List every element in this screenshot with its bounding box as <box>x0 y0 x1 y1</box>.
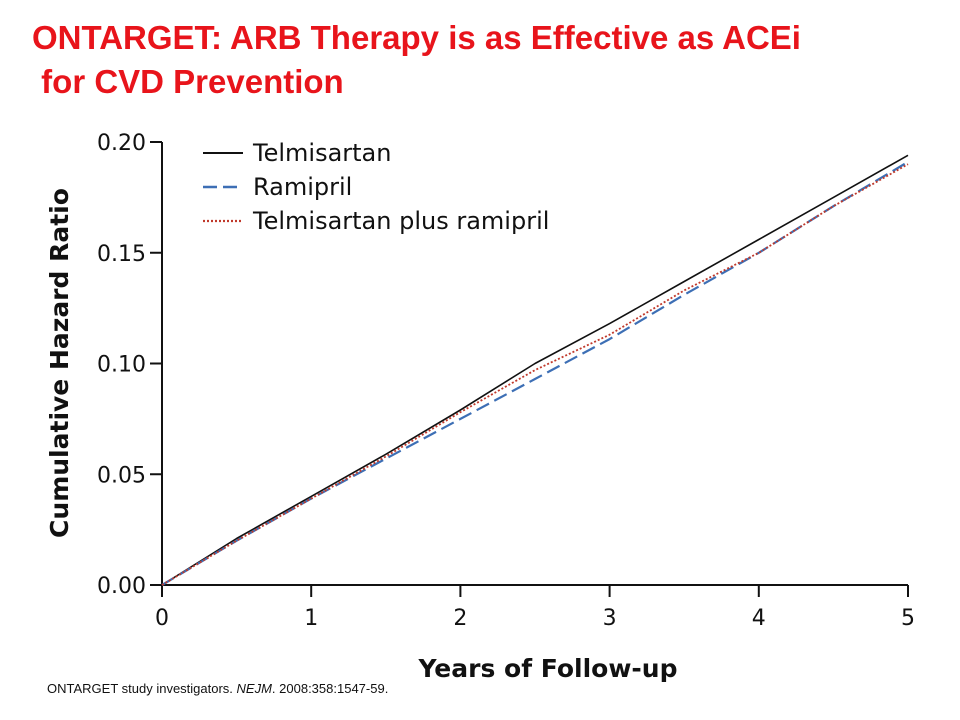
legend-label-telmisartan-plus-ramipril: Telmisartan plus ramipril <box>252 207 549 235</box>
y-tick-label: 0.05 <box>97 463 146 488</box>
series-line-telmisartan-plus-ramipril <box>161 163 909 586</box>
citation-authors: ONTARGET study investigators. <box>47 681 237 696</box>
x-tick-label: 2 <box>453 606 467 631</box>
x-tick-label: 5 <box>901 606 915 631</box>
legend-label-telmisartan: Telmisartan <box>252 139 391 167</box>
chart-legend: Telmisartan Ramipril Telmisartan plus rami… <box>203 139 549 235</box>
slide-title-line-1: ONTARGET: ARB Therapy is as Effective as… <box>32 19 801 56</box>
y-tick-label: 0.20 <box>97 131 146 156</box>
x-tick-label: 3 <box>603 606 617 631</box>
citation-details: . 2008:358:1547-59. <box>271 681 389 696</box>
x-axis-title: Years of Follow-up <box>417 654 677 683</box>
citation: ONTARGET study investigators. NEJM. 2008… <box>47 681 388 696</box>
x-tick-label: 1 <box>304 606 318 631</box>
chart-axes: 0.00 0.05 0.10 0.15 0.20 0 1 2 3 4 5 <box>97 131 915 631</box>
series-line-telmisartan <box>161 154 909 586</box>
y-tick-label: 0.00 <box>97 574 146 599</box>
y-tick-label: 0.15 <box>97 242 146 267</box>
slide-title: ONTARGET: ARB Therapy is as Effective as… <box>32 16 932 104</box>
slide-title-line-2: for CVD Prevention <box>32 63 344 100</box>
legend-label-ramipril: Ramipril <box>253 173 352 201</box>
y-axis-title: Cumulative Hazard Ratio <box>45 188 74 538</box>
chart-series <box>161 154 909 586</box>
citation-journal: NEJM <box>236 681 272 696</box>
x-tick-label: 4 <box>752 606 766 631</box>
y-tick-label: 0.10 <box>97 353 146 378</box>
x-tick-label: 0 <box>155 606 169 631</box>
